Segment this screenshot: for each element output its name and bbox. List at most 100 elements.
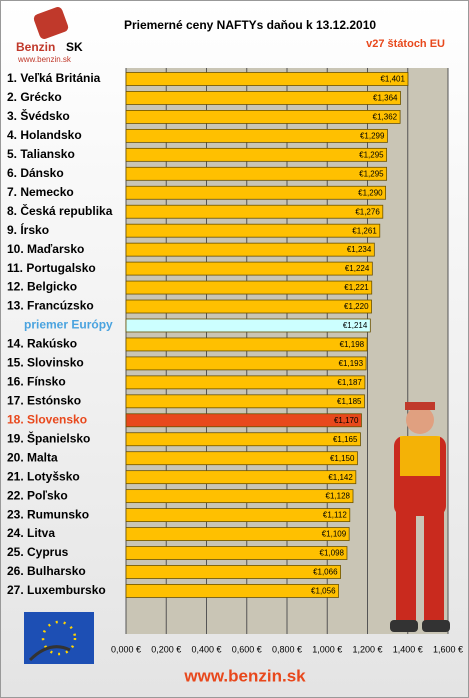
value-label: €1,128 [326, 492, 351, 501]
bar [125, 470, 357, 485]
x-tick-label: 1,400 € [393, 644, 423, 654]
logo-suffix: SK [66, 40, 83, 54]
logo-name: Benzin [16, 40, 55, 54]
x-tick-label: 1,200 € [352, 644, 382, 654]
category-label: 6. Dánsko [7, 166, 64, 180]
category-label: 3. Švédsko [7, 108, 70, 123]
category-label: 16. Fínsko [7, 375, 66, 389]
category-label: 11. Portugalsko [7, 261, 96, 275]
category-label: 7. Nemecko [7, 185, 74, 199]
category-label: 2. Grécko [7, 90, 62, 104]
category-label: 17. Estónsko [7, 393, 81, 407]
value-label: €1,185 [337, 397, 362, 406]
value-label: €1,165 [333, 435, 358, 444]
value-label: €1,364 [373, 94, 398, 103]
category-label: 26. Bulharsko [7, 564, 86, 578]
mascot-shirt [400, 436, 440, 476]
value-label: €1,066 [313, 568, 338, 577]
bar [125, 508, 351, 522]
value-label: €1,098 [320, 549, 345, 558]
category-label: 15. Slovinsko [7, 356, 84, 370]
bar [125, 299, 372, 314]
mascot [390, 402, 450, 632]
value-label: €1,401 [380, 75, 405, 84]
category-label: 20. Malta [7, 450, 58, 464]
value-label: €1,224 [345, 264, 370, 273]
category-label: 1. Veľká Británia [7, 71, 101, 85]
bar [125, 261, 373, 276]
bar [125, 91, 401, 105]
mascot-leg [424, 512, 444, 622]
bar [125, 356, 367, 371]
value-label: €1,295 [359, 169, 384, 178]
flag-stars [41, 620, 77, 656]
bar [125, 413, 362, 428]
value-label: €1,299 [360, 131, 385, 140]
value-label: €1,290 [358, 188, 383, 197]
x-tick-label: 0,200 € [151, 644, 181, 654]
bar [125, 394, 365, 409]
bar [125, 546, 348, 560]
category-label: 24. Litva [7, 526, 55, 540]
bar [125, 584, 339, 598]
x-tick-label: 0,800 € [272, 644, 302, 654]
value-label: €1,112 [323, 511, 347, 520]
logo: Benzin SK www.benzin.sk [16, 7, 83, 64]
category-label: 5. Taliansko [7, 147, 75, 161]
value-label: €1,295 [359, 150, 384, 159]
category-label: 8. Česká republika [7, 203, 113, 218]
value-label: €1,150 [330, 454, 355, 463]
mascot-leg [396, 512, 416, 622]
value-label: €1,187 [337, 378, 362, 387]
chart-subtitle: v27 štátoch EU [366, 38, 445, 50]
mascot-shoe [422, 620, 450, 632]
bar [125, 147, 388, 162]
value-label: €1,109 [322, 530, 347, 539]
category-label: 27. Luxembursko [7, 583, 106, 597]
value-label: €1,214 [343, 321, 368, 330]
bar [125, 432, 361, 447]
category-label: 18. Slovensko [7, 412, 87, 426]
eu-flag [24, 612, 94, 664]
category-label: 23. Rumunsko [7, 507, 89, 521]
bar [125, 204, 384, 219]
mascot-shoe [390, 620, 418, 632]
value-label: €1,198 [340, 340, 365, 349]
category-label: 19. Španielsko [7, 430, 90, 445]
value-label: €1,142 [328, 473, 353, 482]
logo-icon [33, 7, 69, 39]
category-label: 14. Rakúsko [7, 337, 77, 351]
category-label: 4. Holandsko [7, 128, 82, 142]
footer: www.benzin.sk [183, 666, 306, 685]
bar [125, 280, 373, 295]
bar [125, 110, 401, 124]
value-label: €1,170 [334, 416, 359, 425]
value-label: €1,056 [311, 587, 336, 596]
category-label: 9. Írsko [7, 222, 49, 237]
value-label: €1,220 [344, 302, 369, 311]
logo-url: www.benzin.sk [17, 55, 72, 64]
bar [125, 337, 368, 352]
value-label: €1,234 [347, 245, 372, 254]
bar [125, 166, 388, 181]
category-label: 12. Belgicko [7, 280, 77, 294]
bar [125, 185, 387, 200]
x-tick-label: 1,000 € [312, 644, 342, 654]
value-label: €1,193 [339, 359, 364, 368]
category-label: 22. Poľsko [7, 488, 68, 502]
bar [125, 223, 381, 238]
category-label: 25. Cyprus [7, 545, 69, 559]
category-label: 13. Francúzsko [7, 299, 94, 313]
bar [125, 242, 375, 257]
x-tick-label: 0,400 € [191, 644, 221, 654]
bar [125, 318, 371, 333]
value-label: €1,362 [373, 113, 398, 122]
value-label: €1,276 [355, 207, 380, 216]
bar [125, 489, 354, 504]
bar [125, 565, 341, 579]
bar [125, 375, 366, 390]
category-label: 10. Maďarsko [7, 242, 84, 256]
value-label: €1,261 [352, 226, 377, 235]
value-label: €1,221 [344, 283, 369, 292]
